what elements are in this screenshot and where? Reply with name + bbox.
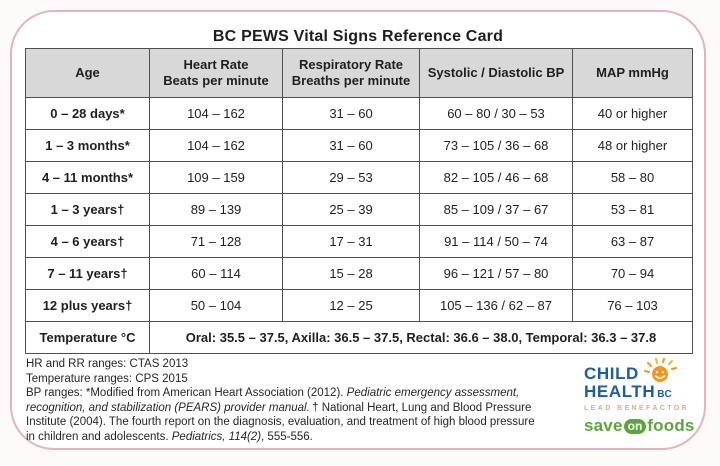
footnote-temperature: Temperature ranges: CPS 2015: [26, 372, 188, 385]
heart-rate-cell: 60 – 114: [149, 257, 283, 290]
heart-rate-cell: 50 – 104: [149, 289, 283, 322]
bp-cell: 105 – 136 / 62 – 87: [419, 289, 573, 322]
table-row: 1 – 3 months* 104 – 162 31 – 60 73 – 105…: [25, 129, 693, 162]
footnote-bp: BP ranges: *Modified from American Heart…: [26, 386, 538, 444]
page-title: BC PEWS Vital Signs Reference Card: [212, 28, 504, 45]
header-line: Systolic / Diastolic BP: [427, 64, 565, 80]
table-row: 4 – 11 months* 109 – 159 29 – 53 82 – 10…: [25, 161, 693, 194]
table-row: 12 plus years† 50 – 104 12 – 25 105 – 13…: [25, 289, 693, 322]
reference-card: BC PEWS Vital Signs Reference Card Age H…: [10, 10, 706, 450]
temperature-value-cell: Oral: 35.5 – 37.5, Axilla: 36.5 – 37.5, …: [149, 321, 693, 354]
column-header-age: Age: [25, 48, 150, 98]
bp-cell: 96 – 121 / 57 – 80: [419, 257, 573, 290]
map-cell: 48 or higher: [572, 129, 693, 162]
footnote-bp-italic-1: Pediatric emergency assessment, recognit…: [26, 387, 520, 414]
footnote-bp-suffix: , 555-556.: [261, 430, 313, 443]
column-header-bp: Systolic / Diastolic BP: [419, 48, 573, 98]
child-health-logo: CHILD: [584, 358, 710, 383]
child-health-word1: CHILD: [584, 363, 639, 383]
vitals-table: Age Heart Rate Beats per minute Respirat…: [25, 48, 693, 354]
child-health-word2: HEALTH: [584, 381, 656, 401]
table-header-row: Age Heart Rate Beats per minute Respirat…: [25, 48, 693, 98]
header-line: Age: [75, 64, 100, 80]
age-cell: 4 – 11 months*: [25, 161, 150, 194]
child-health-logo-line2: HEALTH BC: [584, 381, 710, 401]
footnotes: HR and RR ranges: CTAS 2013 Temperature …: [26, 357, 538, 445]
header-line: Breaths per minute: [291, 73, 411, 88]
age-cell: 1 – 3 months*: [25, 129, 150, 162]
footnote-bp-prefix: BP ranges: *Modified from American Heart…: [26, 387, 347, 400]
save-on-foods-logo: save on foods: [584, 416, 710, 436]
map-cell: 58 – 80: [572, 161, 693, 194]
column-header-heart-rate: Heart Rate Beats per minute: [149, 48, 283, 98]
respiratory-rate-cell: 15 – 28: [282, 257, 420, 290]
footnote-bp-italic-2: Pediatrics, 114(2): [171, 430, 262, 443]
map-cell: 53 – 81: [572, 193, 693, 226]
bp-cell: 91 – 114 / 50 – 74: [419, 225, 573, 258]
header-line: Heart Rate: [183, 56, 249, 72]
heart-rate-cell: 104 – 162: [149, 97, 283, 130]
respiratory-rate-cell: 31 – 60: [282, 129, 420, 162]
heart-rate-cell: 109 – 159: [149, 161, 283, 194]
respiratory-rate-cell: 25 – 39: [282, 193, 420, 226]
heart-rate-cell: 89 – 139: [149, 193, 283, 226]
heart-rate-cell: 104 – 162: [149, 129, 283, 162]
bp-cell: 82 – 105 / 46 – 68: [419, 161, 573, 194]
age-cell: 0 – 28 days*: [25, 97, 150, 130]
map-cell: 40 or higher: [572, 97, 693, 130]
bp-cell: 85 – 109 / 37 – 67: [419, 193, 573, 226]
respiratory-rate-cell: 17 – 31: [282, 225, 420, 258]
respiratory-rate-cell: 12 – 25: [282, 289, 420, 322]
footnote-hr-rr: HR and RR ranges: CTAS 2013: [26, 358, 189, 370]
age-cell: 12 plus years†: [25, 289, 150, 322]
map-cell: 63 – 87: [572, 225, 693, 258]
child-health-region: BC: [657, 389, 672, 400]
header-line: Beats per minute: [163, 73, 269, 88]
age-cell: 1 – 3 years†: [25, 193, 150, 226]
table-row: 7 – 11 years† 60 – 114 15 – 28 96 – 121 …: [25, 257, 693, 290]
header-line: Respiratory Rate: [298, 56, 404, 72]
heart-rate-cell: 71 – 128: [149, 225, 283, 258]
lead-benefactor-tagline: LEAD BENEFACTOR: [584, 405, 690, 412]
temperature-label-cell: Temperature °C: [25, 321, 150, 354]
map-cell: 70 – 94: [572, 257, 693, 290]
bp-cell: 73 – 105 / 36 – 68: [419, 129, 573, 162]
bp-cell: 60 – 80 / 30 – 53: [419, 97, 573, 130]
age-cell: 4 – 6 years†: [25, 225, 150, 258]
table-row: 0 – 28 days* 104 – 162 31 – 60 60 – 80 /…: [25, 97, 693, 130]
save-on-foods-on-badge: on: [623, 418, 647, 434]
map-cell: 76 – 103: [572, 289, 693, 322]
save-on-foods-word3: foods: [647, 416, 695, 435]
logo-block: CHILD HEALTH: [584, 358, 710, 436]
age-cell: 7 – 11 years†: [25, 257, 150, 290]
temperature-row: Temperature °C Oral: 35.5 – 37.5, Axilla…: [25, 321, 693, 354]
header-line: MAP mmHg: [596, 64, 669, 80]
column-header-map: MAP mmHg: [572, 48, 693, 98]
table-row: 4 – 6 years† 71 – 128 17 – 31 91 – 114 /…: [25, 225, 693, 258]
sun-icon: [643, 358, 677, 382]
footnote-bp-mid: † National Heart, Lung and Blood Pressur…: [26, 401, 535, 443]
respiratory-rate-cell: 31 – 60: [282, 97, 420, 130]
respiratory-rate-cell: 29 – 53: [282, 161, 420, 194]
column-header-respiratory-rate: Respiratory Rate Breaths per minute: [282, 48, 420, 98]
table-row: 1 – 3 years† 89 – 139 25 – 39 85 – 109 /…: [25, 193, 693, 226]
save-on-foods-word1: save: [584, 416, 623, 435]
